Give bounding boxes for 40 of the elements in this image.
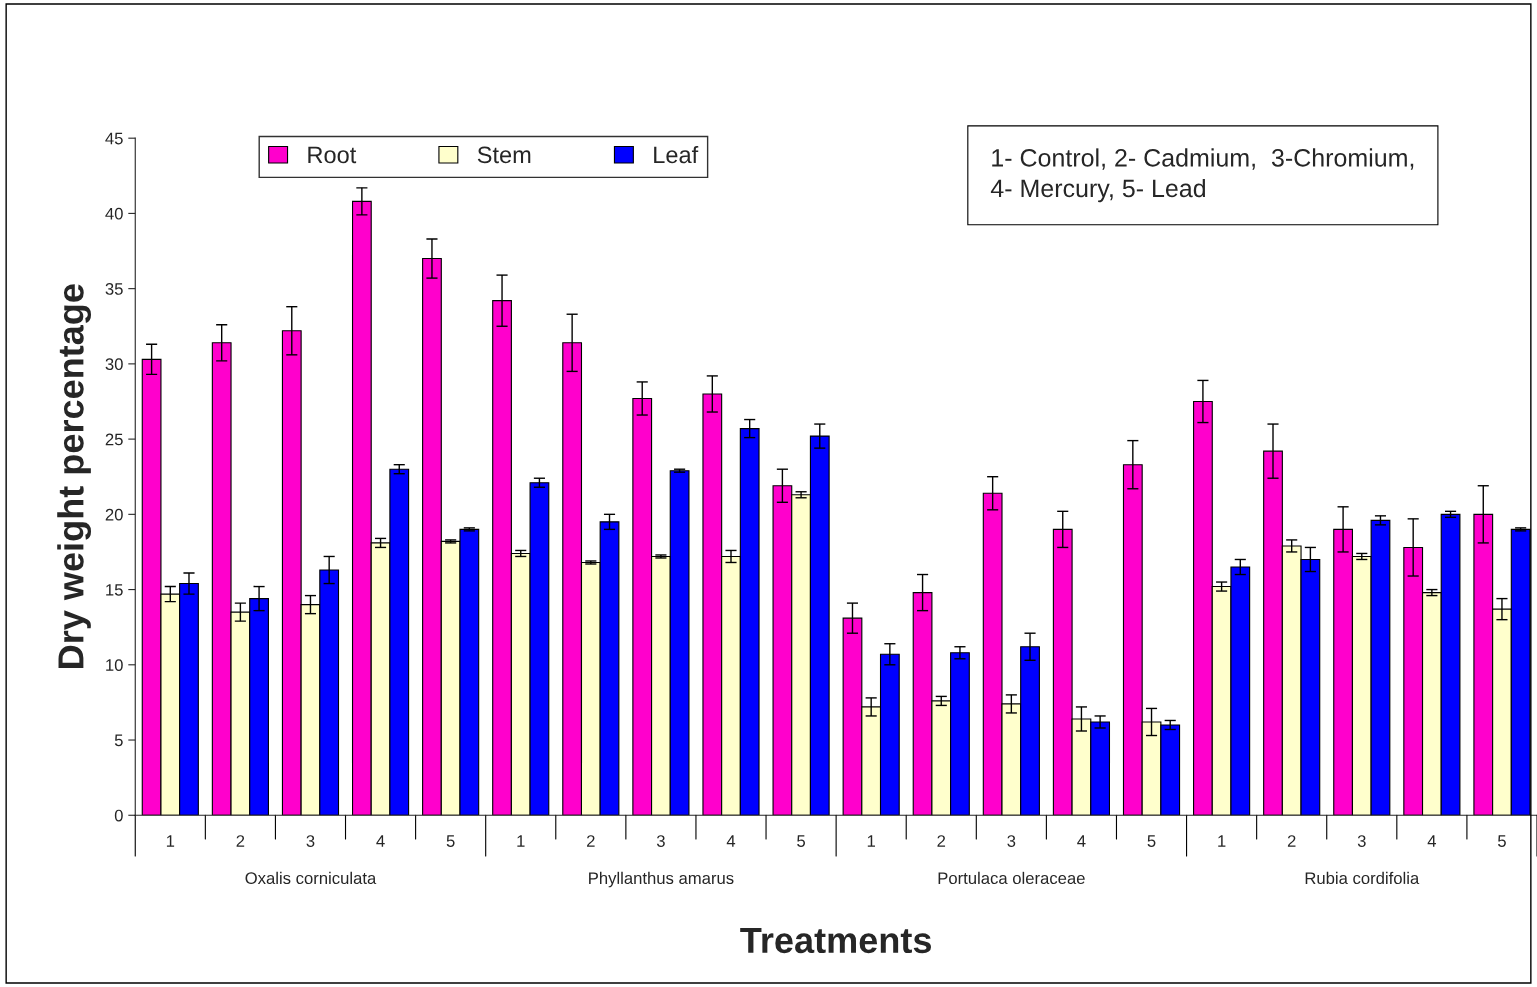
annotation: 1- Control, 2- Cadmium, 3-Chromium, 4- Mercury, 5- Lead [990,148,1414,203]
x-tick-label: 3 [1357,835,1366,847]
text: Oxalis corniculata [245,871,377,885]
y-tick-label: 25 [105,433,123,446]
x-axis-title: Treatments [740,927,931,954]
x-tick-label: 5 [1147,835,1156,847]
x-tick-label: 4 [726,835,736,847]
y-tick-label: 15 [106,584,123,596]
x-tick-label: 4 [376,835,385,847]
x-tick-label: 1 [867,835,875,847]
y-tick-label: 0 [114,809,123,822]
legend-label: Root [308,146,357,164]
text: Rubia cordifolia [1305,871,1420,885]
x-tick-label: 5 [446,835,455,847]
y-tick-label: 40 [105,207,123,220]
x-tick-label: 2 [587,835,595,847]
x-tick-label: 4 [1077,835,1086,847]
legend-label: Stem [477,146,531,164]
x-tick-label: 1 [517,835,525,847]
text: Portulaca oleraceae [938,871,1085,885]
x-tick-label: 1 [166,835,175,847]
y-tick-label: 20 [105,508,123,521]
y-axis-title: Dry weight percentage [57,284,92,668]
y-tick-label: 30 [105,358,123,371]
x-tick-label: 2 [1287,835,1296,847]
y-tick-label: 10 [106,659,123,671]
x-tick-label: 2 [236,835,245,847]
x-tick-label: 1 [1218,835,1226,847]
x-tick-label: 4 [1427,835,1437,847]
text: Phyllanthus amarus [589,871,734,888]
x-tick-label: 2 [937,835,946,847]
x-tick-label: 3 [656,835,665,847]
legend-label: Leaf [654,145,699,164]
x-tick-label: 5 [1497,835,1506,847]
x-tick-label: 3 [1007,835,1016,847]
y-tick-label: 5 [114,734,123,747]
y-tick-label: 45 [105,132,123,145]
x-tick-label: 3 [306,835,315,847]
x-tick-label: 5 [797,835,806,847]
y-tick-label: 35 [105,283,123,295]
